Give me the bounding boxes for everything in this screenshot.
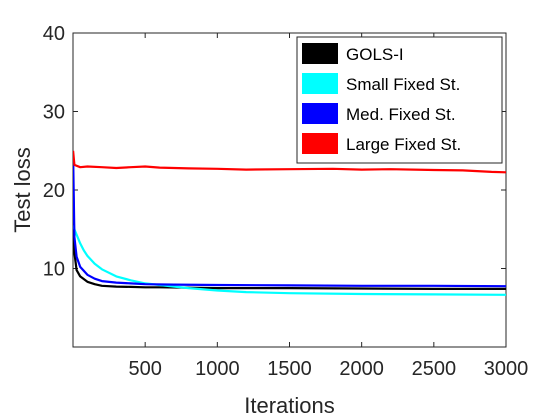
legend-swatch xyxy=(302,73,338,94)
x-tick-label: 3000 xyxy=(484,358,529,380)
x-axis-label: Iterations xyxy=(244,393,335,418)
x-tick-label: 1500 xyxy=(267,358,312,380)
y-tick-label: 20 xyxy=(43,180,65,202)
series-line-large-fixed-st xyxy=(73,150,506,174)
legend-entry-label: Med. Fixed St. xyxy=(346,105,456,124)
legend-swatch xyxy=(302,43,338,64)
legend-entry-label: Large Fixed St. xyxy=(346,135,461,154)
y-tick-label: 10 xyxy=(43,259,65,281)
series-line-med-fixed-st xyxy=(73,154,506,288)
legend-swatch xyxy=(302,103,338,124)
series-line-gols-i xyxy=(73,174,506,290)
series-line-small-fixed-st xyxy=(73,224,506,296)
x-tick-label: 1000 xyxy=(195,358,240,380)
y-tick-label: 30 xyxy=(43,102,65,124)
legend-entry-label: GOLS-I xyxy=(346,45,404,64)
y-tick-label: 40 xyxy=(43,23,65,45)
legend-entry-label: Small Fixed St. xyxy=(346,75,460,94)
legend-swatch xyxy=(302,133,338,154)
x-tick-label: 2000 xyxy=(339,358,384,380)
y-axis-label: Test loss xyxy=(10,147,35,233)
x-tick-label: 2500 xyxy=(412,358,457,380)
x-tick-label: 500 xyxy=(128,358,161,380)
